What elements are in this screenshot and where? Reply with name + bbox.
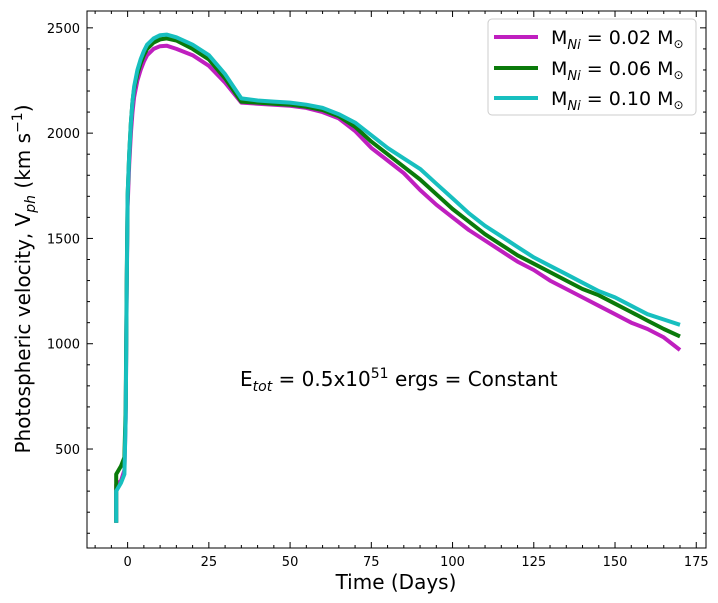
y-tick-label: 2500 — [47, 22, 80, 37]
tick-labels: 0 25 50 75 100 125 150 175 500 1000 1500 2000 2500 — [47, 22, 709, 570]
x-tick-label: 100 — [440, 555, 465, 570]
x-axis-label: Time (Days) — [335, 570, 457, 594]
x-tick-label: 175 — [684, 555, 709, 570]
y-axis-label: Photospheric velocity, Vph (km s−1) — [10, 104, 39, 453]
series-lines — [114, 32, 682, 523]
y-tick-label: 1000 — [47, 338, 80, 353]
series-line-0 — [114, 43, 682, 523]
x-tick-label: 150 — [603, 555, 628, 570]
y-tick-label: 1500 — [47, 232, 80, 247]
energy-annotation: Etot = 0.5x1051 ergs = Constant — [240, 366, 558, 395]
minor-ticks — [87, 11, 706, 548]
legend-label-0: MNi = 0.02 M⊙ — [551, 27, 684, 53]
x-tick-label: 75 — [363, 555, 380, 570]
legend: MNi = 0.02 M⊙ MNi = 0.06 M⊙ MNi = 0.10 M… — [487, 18, 697, 116]
y-tick-label: 500 — [55, 443, 80, 458]
series-line-2 — [114, 32, 681, 523]
plot-frame — [86, 10, 707, 549]
x-tick-label: 50 — [282, 555, 299, 570]
legend-box — [487, 18, 697, 116]
major-ticks — [87, 11, 706, 548]
x-tick-label: 125 — [521, 555, 546, 570]
y-tick-label: 2000 — [47, 127, 80, 142]
x-tick-label: 25 — [201, 555, 218, 570]
x-tick-label: 0 — [123, 555, 131, 570]
